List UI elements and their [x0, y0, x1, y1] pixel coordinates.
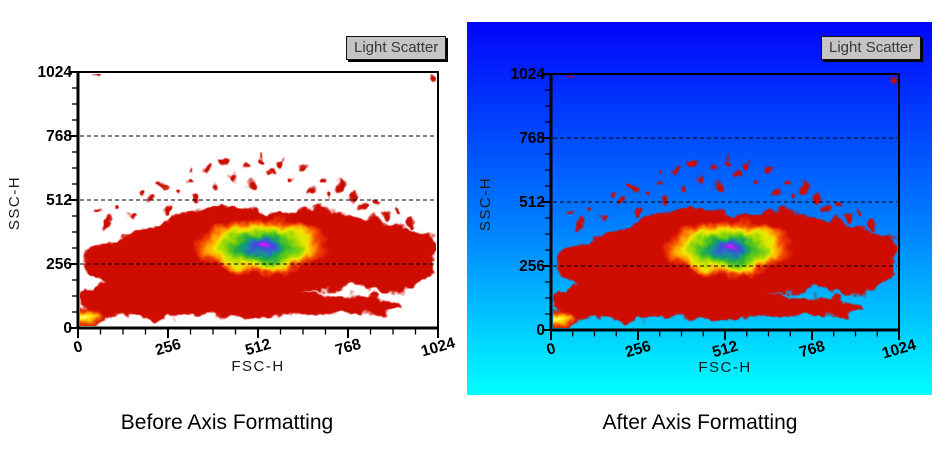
- y-tick-label: 0: [63, 320, 72, 337]
- before-caption: Before Axis Formatting: [120, 411, 334, 434]
- y-tick-label: 768: [46, 128, 72, 145]
- after-panel-gradient-background: [467, 22, 932, 395]
- x-tick-label: 768: [797, 338, 827, 362]
- y-tick-label: 768: [519, 130, 545, 147]
- y-tick-label: 0: [536, 322, 545, 339]
- after-caption: After Axis Formatting: [602, 411, 798, 434]
- before-gridlines: [80, 135, 436, 265]
- y-tick-label: 1024: [511, 66, 546, 83]
- before-title-badge-label: Light Scatter: [354, 39, 439, 56]
- after-x-axis-title: FSC-H: [698, 359, 751, 376]
- after-gridlines: [553, 137, 897, 267]
- after-plot: 1024 768 512 256 0 0 256 512 768 1024 FS…: [477, 66, 919, 376]
- x-tick-label: 512: [710, 338, 740, 361]
- before-y-axis-title: SSC-H: [6, 176, 23, 230]
- x-tick-label: 0: [72, 338, 85, 357]
- y-tick-label: 256: [46, 256, 72, 273]
- before-x-axis-title: FSC-H: [231, 358, 284, 375]
- before-title-badge: Light Scatter: [346, 36, 447, 60]
- y-tick-label: 512: [519, 194, 545, 211]
- x-tick-label: 768: [333, 336, 363, 360]
- after-y-tick-labels: 1024 768 512 256 0: [511, 66, 546, 339]
- before-plot: 1024 768 512 256 0 0 256 512 768 1024 FS…: [6, 64, 458, 375]
- y-tick-label: 256: [519, 258, 545, 275]
- tick-marks: [542, 73, 900, 340]
- tick-marks: [69, 71, 439, 338]
- y-tick-label: 1024: [38, 64, 73, 81]
- after-title-badge: Light Scatter: [821, 36, 922, 60]
- y-tick-label: 512: [46, 192, 72, 209]
- x-tick-label: 1024: [880, 336, 918, 362]
- after-y-axis-title: SSC-H: [477, 177, 494, 231]
- after-title-badge-label: Light Scatter: [829, 39, 914, 56]
- x-tick-label: 1024: [419, 334, 457, 360]
- before-y-tick-labels: 1024 768 512 256 0: [38, 64, 73, 337]
- before-x-tick-labels: 0 256 512 768 1024: [72, 334, 458, 360]
- x-tick-label: 512: [243, 336, 273, 359]
- after-x-tick-labels: 0 256 512 768 1024: [545, 336, 919, 362]
- x-tick-label: 0: [545, 340, 558, 359]
- x-tick-label: 256: [623, 338, 653, 362]
- x-tick-label: 256: [153, 336, 183, 360]
